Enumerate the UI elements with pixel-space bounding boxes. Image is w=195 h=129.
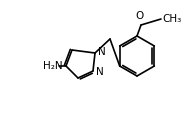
- Text: N: N: [98, 47, 106, 57]
- Text: N: N: [96, 67, 104, 77]
- Text: CH₃: CH₃: [162, 14, 181, 24]
- Text: H₂N: H₂N: [43, 61, 63, 71]
- Text: O: O: [136, 11, 144, 21]
